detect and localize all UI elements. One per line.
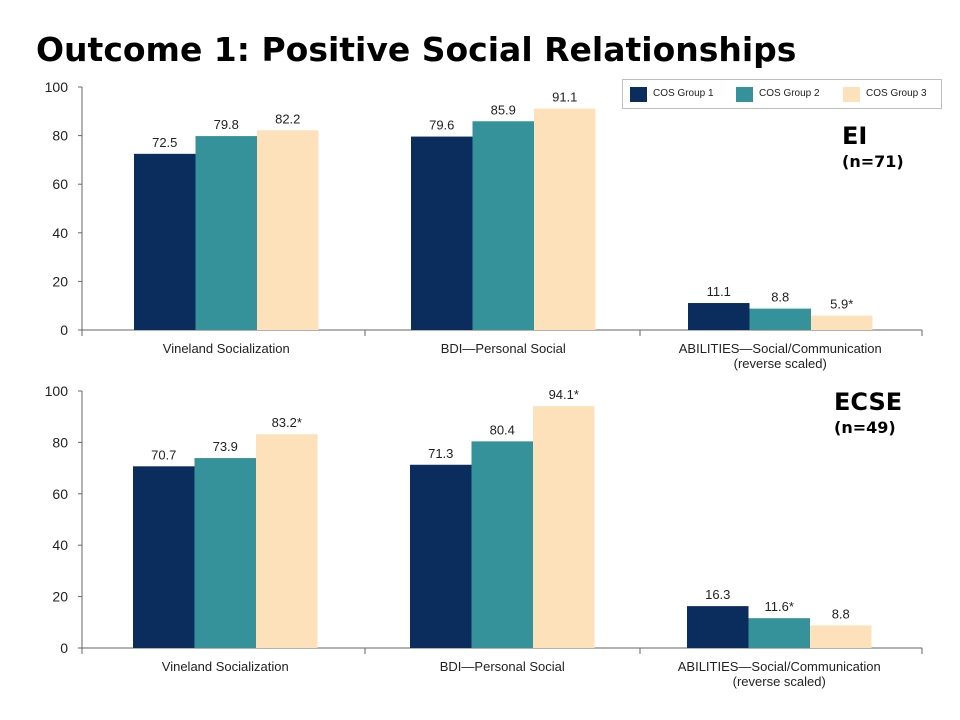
ecse-y-tick-label: 80 (52, 434, 68, 450)
ei-bar-1-group-2 (195, 136, 257, 330)
ecse-y-tick-label: 0 (60, 640, 68, 656)
ei-bar-value-label: 11.1 (707, 284, 731, 299)
ei-y-tick-label: 100 (45, 79, 69, 95)
ecse-category-label: BDI—Personal Social (440, 659, 565, 674)
ecse-bar-value-label: 16.3 (705, 587, 730, 602)
ecse-bar-value-label: 83.2* (272, 415, 302, 430)
chart-legend: COS Group 1 COS Group 2 COS Group 3 (622, 79, 942, 109)
ecse-bar-2-group-3 (533, 406, 595, 648)
ei-bar-value-label: 82.2 (275, 111, 300, 126)
ecse-category-label: (reverse scaled) (733, 674, 826, 689)
ecse-bar-value-label: 70.7 (151, 447, 176, 462)
ei-bar-value-label: 8.8 (771, 290, 789, 305)
legend-label-group-3: COS Group 3 (866, 88, 927, 99)
ei-category-label: ABILITIES—Social/Communication (679, 341, 882, 356)
legend-label-group-1: COS Group 1 (653, 88, 714, 99)
ecse-bar-value-label: 94.1* (549, 387, 579, 402)
legend-label-group-2: COS Group 2 (759, 88, 820, 99)
ecse-bar-2-group-1 (410, 464, 472, 648)
ei-bar-1-group-3 (257, 130, 319, 330)
ecse-y-tick-label: 100 (45, 383, 69, 399)
ei-bar-value-label: 72.5 (152, 135, 177, 150)
ei-bar-value-label: 85.9 (491, 102, 516, 117)
legend-swatch-group-2 (736, 87, 753, 102)
ecse-bar-value-label: 80.4 (490, 422, 515, 437)
ecse-bar-1-group-2 (194, 458, 256, 648)
ei-bar-2-group-1 (411, 136, 473, 330)
ecse-bar-value-label: 71.3 (428, 446, 453, 461)
ei-panel-n: (n=71) (842, 152, 904, 171)
ecse-y-tick-label: 40 (52, 537, 68, 553)
ei-bar-3-group-3 (811, 315, 873, 330)
ei-bar-3-group-1 (688, 303, 750, 330)
ecse-panel-label: ECSE (834, 388, 903, 416)
ecse-bar-value-label: 8.8 (832, 606, 850, 621)
ecse-bar-1-group-1 (133, 466, 195, 648)
ei-bar-value-label: 91.1 (552, 90, 577, 105)
ei-category-label: (reverse scaled) (734, 356, 827, 371)
ecse-y-tick-label: 60 (52, 486, 68, 502)
page-title: Outcome 1: Positive Social Relationships (36, 30, 797, 69)
ecse-panel-n: (n=49) (834, 418, 896, 437)
ecse-bar-3-group-2 (748, 618, 810, 648)
ei-panel-tag: EI (n=71) (842, 121, 904, 173)
legend-swatch-group-3 (843, 87, 860, 102)
ecse-panel-tag: ECSE (n=49) (834, 387, 902, 439)
ei-bar-2-group-2 (472, 121, 534, 330)
ei-category-label: Vineland Socialization (163, 341, 290, 356)
ecse-bar-3-group-3 (810, 625, 872, 648)
ei-bar-1-group-1 (134, 153, 196, 330)
ecse-bar-1-group-3 (256, 434, 318, 648)
ecse-y-tick-label: 20 (52, 589, 68, 605)
ei-panel-label: EI (842, 122, 868, 150)
ecse-bar-2-group-2 (471, 441, 533, 648)
ei-y-tick-label: 0 (60, 322, 68, 338)
ecse-category-label: Vineland Socialization (162, 659, 289, 674)
ei-bar-value-label: 79.8 (214, 117, 239, 132)
ei-bar-value-label: 79.6 (429, 118, 454, 133)
ecse-category-label: ABILITIES—Social/Communication (678, 659, 881, 674)
ei-y-tick-label: 20 (52, 273, 68, 289)
ei-y-tick-label: 80 (52, 128, 68, 144)
ei-bar-2-group-3 (534, 108, 596, 330)
ei-bar-value-label: 5.9* (830, 297, 853, 312)
ecse-bar-value-label: 11.6* (765, 599, 794, 614)
ei-category-label: BDI—Personal Social (441, 341, 566, 356)
legend-swatch-group-1 (630, 87, 647, 102)
ei-y-tick-label: 60 (52, 176, 68, 192)
ecse-bar-3-group-1 (687, 606, 749, 648)
ecse-bar-value-label: 73.9 (213, 439, 238, 454)
ei-bar-3-group-2 (749, 308, 811, 330)
ei-y-tick-label: 40 (52, 225, 68, 241)
